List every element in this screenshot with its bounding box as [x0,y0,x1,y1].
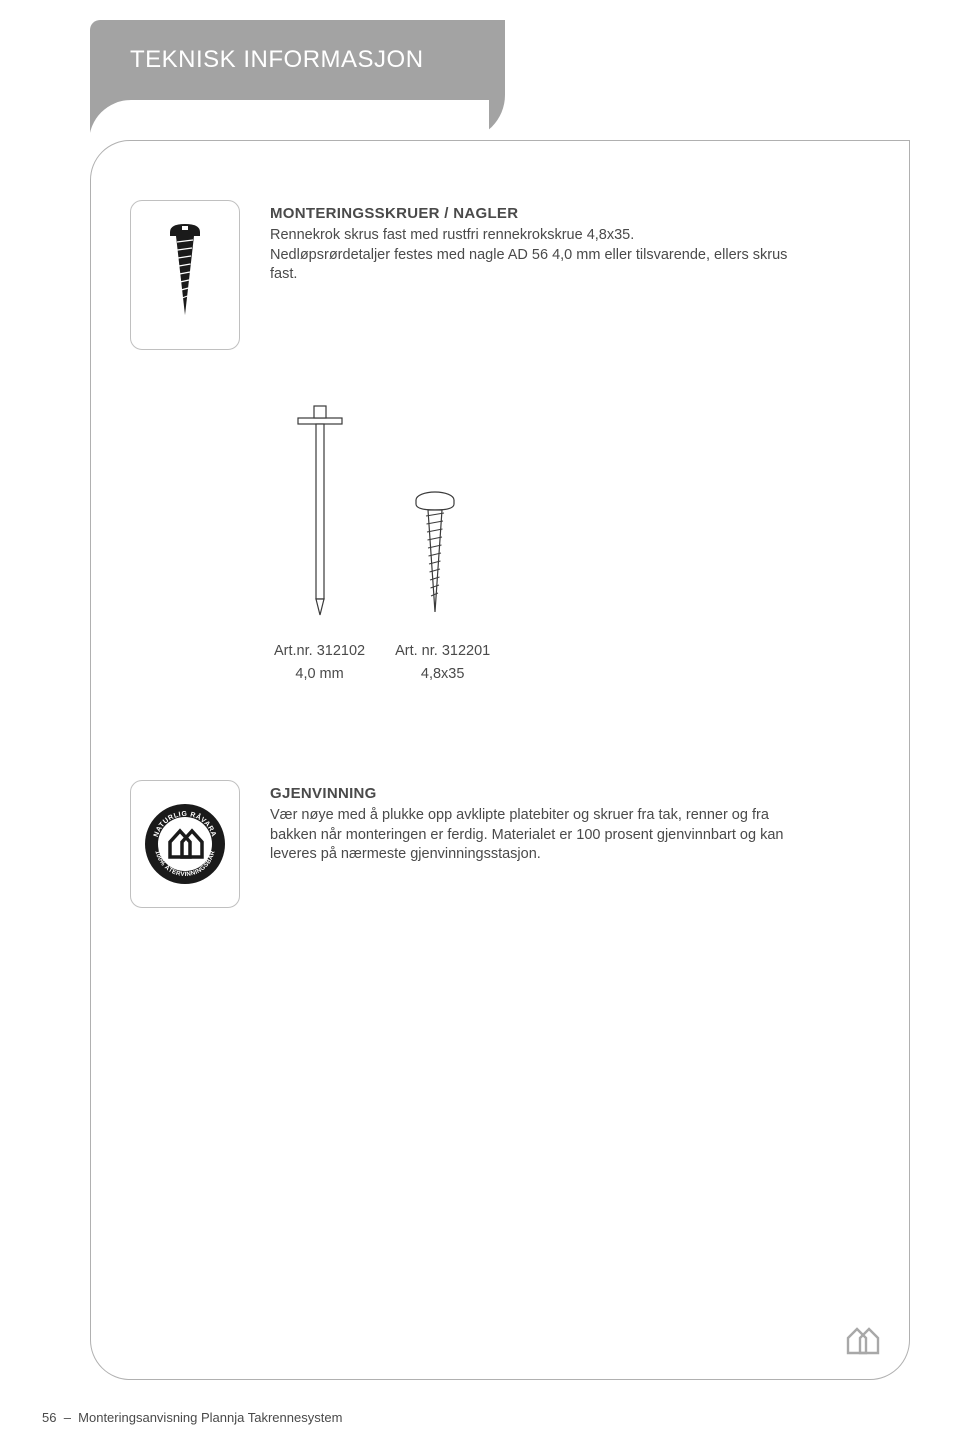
footer: 56 – Monteringsanvisning Plannja Takrenn… [42,1410,342,1425]
recycle-badge-icon: NATURLIG RÅVARA 100% ÅTERVINNINGSBAR [141,800,229,888]
recycle-icon-box: NATURLIG RÅVARA 100% ÅTERVINNINGSBAR [130,780,240,908]
section1-text: MONTERINGSSKRUER / NAGLER Rennekrok skru… [270,200,810,350]
screw-illustration [410,490,460,620]
screw-icon-box [130,200,240,350]
logo-corner-icon [845,1326,881,1361]
section1-heading: MONTERINGSSKRUER / NAGLER [270,205,810,222]
product1-size: 4,0 mm [295,663,343,686]
product2-label: Art. nr. 312201 4,8x35 [395,640,490,686]
product1-art: Art.nr. 312102 [274,640,365,663]
page-number: 56 [42,1410,56,1425]
screw-icon [160,220,210,330]
section2-heading: GJENVINNING [270,785,810,802]
section1-para2: Nedløpsrørdetaljer festes med nagle AD 5… [270,246,810,285]
product2-art: Art. nr. 312201 [395,640,490,663]
section2-text: GJENVINNING Vær nøye med å plukke opp av… [270,780,810,908]
product1-label: Art.nr. 312102 4,0 mm [274,640,365,686]
products-labels: Art.nr. 312102 4,0 mm Art. nr. 312201 4,… [274,640,490,686]
section2-body: Vær nøye med å plukke opp avklipte plate… [270,806,810,865]
footer-text: Monteringsanvisning Plannja Takrennesyst… [78,1410,342,1425]
page-title: TEKNISK INFORMASJON [130,46,505,74]
product2-size: 4,8x35 [421,663,465,686]
section-recycling: NATURLIG RÅVARA 100% ÅTERVINNINGSBAR GJE… [130,780,900,908]
section-screws: MONTERINGSSKRUER / NAGLER Rennekrok skru… [130,200,900,350]
nail-illustration [290,400,350,620]
products-images [290,400,460,620]
section1-para1: Rennekrok skrus fast med rustfri rennekr… [270,226,810,246]
